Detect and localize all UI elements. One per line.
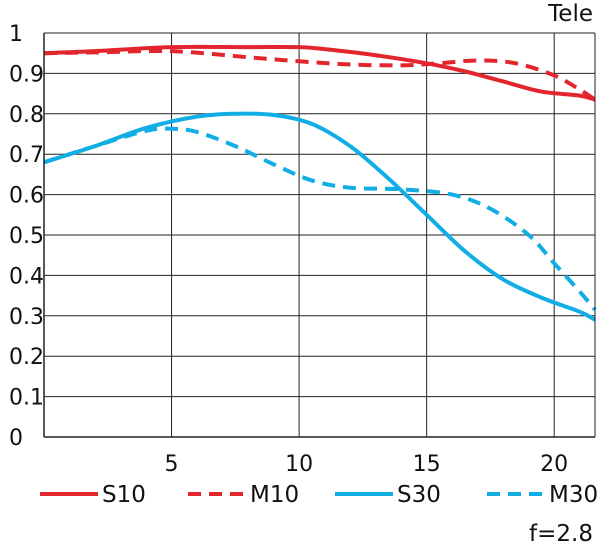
legend: S10 M10 S30 M30 <box>40 482 598 508</box>
x-tick-label: 20 <box>540 452 568 477</box>
y-tick-label: 0.5 <box>9 224 44 249</box>
y-tick-label: 0.4 <box>9 264 44 289</box>
series-line-s30 <box>43 111 596 322</box>
y-tick-label: 0.8 <box>9 103 44 128</box>
legend-label-m10: M10 <box>250 482 299 508</box>
y-tick-label: 0 <box>9 426 23 451</box>
y-tick-label: 0.2 <box>9 345 44 370</box>
y-tick-label: 0.3 <box>9 305 44 330</box>
y-tick-label: 1 <box>9 22 23 47</box>
series-line-m10 <box>43 48 597 102</box>
legend-label-s30: S30 <box>397 482 441 508</box>
tick-labels: 00.10.20.30.40.50.60.70.80.915 10 15 20 <box>9 22 568 477</box>
y-tick-label: 0.1 <box>9 386 44 411</box>
legend-label-m30: M30 <box>549 482 598 508</box>
axes <box>43 33 596 438</box>
aperture-footnote: f=2.8 <box>529 521 593 547</box>
y-tick-label: 0.6 <box>9 184 44 209</box>
y-tick-label: 0.7 <box>9 143 44 168</box>
x-tick-label: 10 <box>285 452 313 477</box>
series-line-s10 <box>43 44 596 102</box>
grid <box>44 32 595 437</box>
y-tick-label: 0.9 <box>9 62 44 87</box>
legend-label-s10: S10 <box>102 482 146 508</box>
x-tick-label: 15 <box>413 452 441 477</box>
series-line-m30 <box>43 126 597 312</box>
chart-title: Tele <box>547 1 593 27</box>
series-lines <box>43 44 597 322</box>
x-tick-label: 5 <box>165 452 179 477</box>
